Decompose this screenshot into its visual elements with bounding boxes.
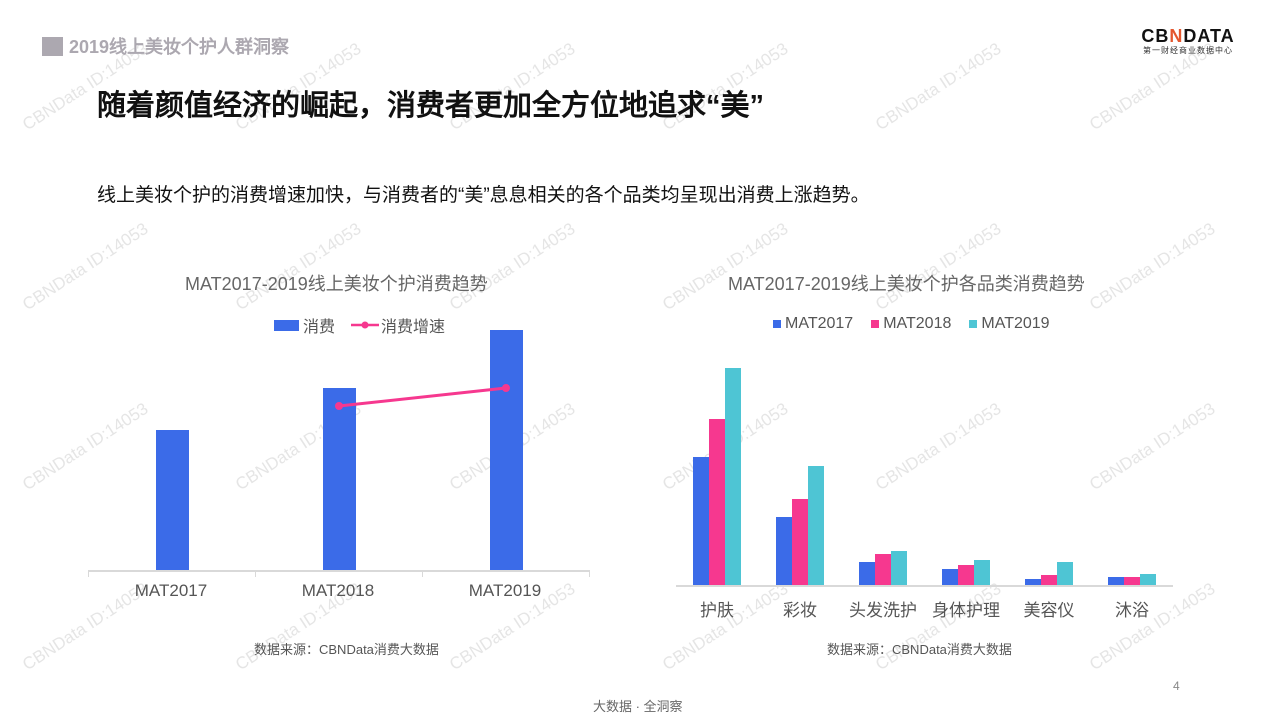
legend-label-2019: MAT2019 — [981, 315, 1050, 332]
category-bar — [792, 499, 808, 585]
left-chart-source: 数据来源：CBNData消费大数据 — [254, 642, 439, 657]
category-bar — [891, 551, 907, 585]
left-chart-title: MAT2017-2019线上美妆个护消费趋势 — [185, 274, 488, 294]
category-bar — [725, 368, 741, 585]
right-xlabel: 沐浴 — [1115, 601, 1149, 620]
cbndata-logo: CBNDATA 第一财经商业数据中心 — [1138, 26, 1238, 56]
left-xlabel: MAT2017 — [134, 581, 208, 600]
logo-brand: CBNDATA — [1138, 26, 1238, 46]
consumption-bar — [489, 330, 523, 570]
category-bar — [942, 569, 958, 585]
right-xlabel: 彩妆 — [783, 601, 817, 620]
left-xlabel: MAT2018 — [301, 581, 375, 600]
consumption-bar — [322, 388, 356, 570]
legend-label-2017: MAT2017 — [785, 315, 854, 332]
legend-swatch-2017-icon — [773, 320, 781, 328]
growth-point — [502, 384, 510, 392]
legend-bar-swatch-icon — [274, 319, 299, 331]
category-bar — [974, 560, 990, 585]
page-headline: 随着颜值经济的崛起，消费者更加全方位地追求“美” — [97, 90, 765, 122]
legend-swatch-2018-icon — [871, 320, 880, 328]
axis-tick — [422, 571, 423, 577]
category-bar — [1140, 574, 1156, 585]
category-bar — [808, 466, 824, 585]
category-bar — [1124, 577, 1140, 585]
category-bar — [709, 419, 725, 585]
section-tag-text: 2019线上美妆个护人群洞察 — [69, 37, 290, 57]
legend-label-growth: 消费增速 — [381, 319, 446, 336]
right-chart-source: 数据来源：CBNData消费大数据 — [827, 642, 1012, 657]
logo-brand-right: DATA — [1183, 26, 1235, 46]
legend-swatch-2019-icon — [969, 320, 978, 328]
left-chart-legend: 消费 消费增速 — [274, 313, 445, 337]
category-bar — [1108, 577, 1124, 585]
section-square-icon — [42, 36, 63, 56]
legend-line-swatch-icon — [351, 321, 380, 329]
right-chart-title: MAT2017-2019线上美妆个护各品类消费趋势 — [728, 274, 1085, 294]
logo-brand-x: N — [1169, 26, 1184, 46]
category-bar — [875, 554, 891, 585]
right-x-axis — [676, 585, 1173, 587]
section-tag: 2019线上美妆个护人群洞察 — [42, 33, 289, 59]
right-xlabel: 头发洗护 — [849, 601, 917, 620]
left-xlabel: MAT2019 — [468, 581, 542, 600]
category-bar — [776, 517, 792, 585]
right-xlabel: 身体护理 — [932, 601, 1000, 620]
right-xlabel: 美容仪 — [1023, 601, 1075, 620]
page-number: 4 — [1173, 679, 1180, 693]
category-bar — [1057, 562, 1073, 585]
axis-tick — [589, 571, 590, 577]
category-bar — [1041, 575, 1057, 585]
footer-tagline: 大数据 · 全洞察 — [593, 699, 683, 714]
consumption-bar — [155, 430, 189, 570]
logo-subtitle: 第一财经商业数据中心 — [1143, 46, 1233, 55]
logo-brand-left: CB — [1141, 26, 1170, 46]
page-subline: 线上美妆个护的消费增速加快，与消费者的“美”息息相关的各个品类均呈现出消费上涨趋… — [97, 185, 870, 206]
legend-label-consumption: 消费 — [303, 319, 336, 336]
legend-label-2018: MAT2018 — [883, 315, 952, 332]
left-x-axis — [88, 570, 590, 572]
axis-tick — [255, 571, 256, 577]
right-xlabel: 护肤 — [700, 601, 734, 620]
category-bar — [693, 457, 709, 585]
category-bar — [859, 562, 875, 585]
growth-point — [335, 402, 343, 410]
category-bar — [958, 565, 974, 585]
axis-tick — [88, 571, 89, 577]
right-chart-legend: MAT2017 MAT2018 MAT2019 — [773, 315, 1050, 333]
category-bar — [1025, 579, 1041, 585]
